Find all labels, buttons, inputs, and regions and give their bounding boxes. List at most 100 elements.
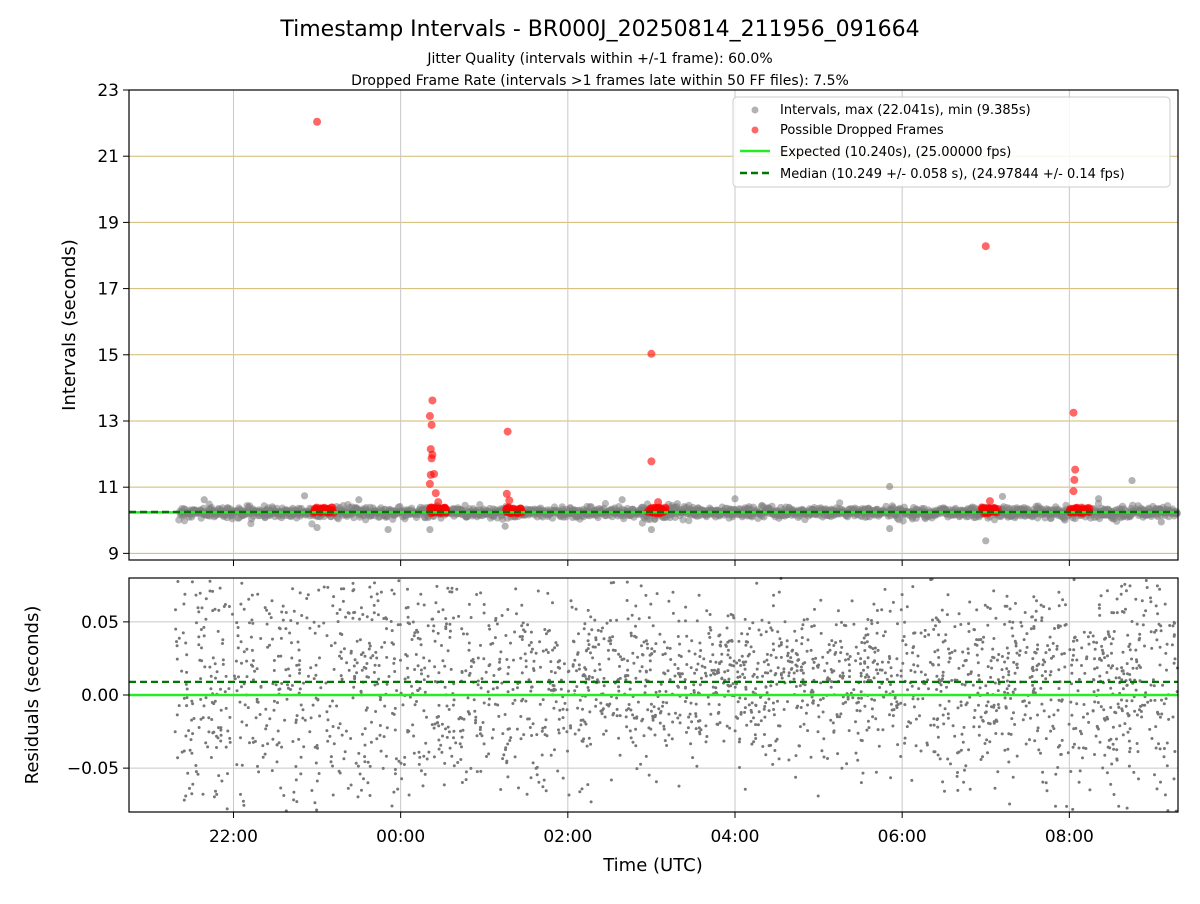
residual-point [271,738,274,741]
residual-point [927,687,930,690]
residual-point [826,662,829,665]
residual-point [626,659,629,662]
residual-point [643,641,646,644]
residual-point [1005,605,1008,608]
residual-point [780,641,783,644]
residual-point [894,697,897,700]
residual-point [629,729,632,732]
residual-point [679,675,682,678]
residual-point [612,649,615,652]
residual-point [841,672,844,675]
residual-point [464,669,467,672]
residual-point [584,668,587,671]
residual-point [517,786,520,789]
residual-point [526,623,529,626]
residual-point [572,640,575,643]
residual-point [909,669,912,672]
residual-point [437,724,440,727]
residual-point [1166,742,1169,745]
residual-point [543,779,546,782]
residual-point [903,621,906,624]
residual-point [795,754,798,757]
residual-point [626,599,629,602]
residual-point [1014,672,1017,675]
residual-point [422,656,425,659]
residual-point [264,727,267,730]
residual-point [672,612,675,615]
residual-point [513,631,516,634]
residual-point [748,627,751,630]
residual-point [1138,664,1141,667]
residual-point [570,599,573,602]
residual-point [225,707,228,710]
residual-point [532,667,535,670]
residual-point [979,686,982,689]
residual-point [646,708,649,711]
residual-point [344,750,347,753]
residual-point [912,663,915,666]
residual-point [498,661,501,664]
residual-point [1112,726,1115,729]
residual-point [394,729,397,732]
residual-point [771,763,774,766]
residual-point [407,606,410,609]
residual-point [997,678,1000,681]
residual-point [562,708,565,711]
residual-point [186,772,189,775]
residual-point [377,678,380,681]
residual-point [393,592,396,595]
residual-point [247,598,250,601]
residual-point [1113,630,1116,633]
residual-point [800,666,803,669]
residual-point [528,644,531,647]
residual-point [839,674,842,677]
residual-point [1056,766,1059,769]
residual-point [962,741,965,744]
residual-point [279,655,282,658]
residual-point [705,675,708,678]
legend-intervals-marker [752,107,759,114]
intervals-y-axis-label: Intervals (seconds) [59,239,80,411]
residual-point [209,590,212,593]
residual-point [452,617,455,620]
residual-point [796,669,799,672]
residual-point [233,675,236,678]
residual-point [1163,755,1166,758]
residual-point [641,653,644,656]
residual-point [763,705,766,708]
residual-point [659,722,662,725]
residual-point [377,599,380,602]
residual-point [292,791,295,794]
residual-point [412,621,415,624]
residual-point [673,663,676,666]
residual-point [506,672,509,675]
residual-point [654,714,657,717]
residual-point [538,640,541,643]
residual-point [674,712,677,715]
residual-point [856,759,859,762]
intervals-y-tick-label: 9 [108,544,119,564]
residual-point [857,697,860,700]
residual-point [873,676,876,679]
residual-point [565,730,568,733]
residual-point [251,594,254,597]
residual-point [1107,630,1110,633]
residual-point [678,654,681,657]
residual-point [738,738,741,741]
residual-point [520,604,523,607]
residual-point [793,678,796,681]
residual-point [574,733,577,736]
residual-point [183,799,186,802]
residual-point [226,730,229,733]
residual-point [212,656,215,659]
residual-point [1073,743,1076,746]
residual-point [924,673,927,676]
residual-point [1120,666,1123,669]
residual-point [383,705,386,708]
residual-point [936,726,939,729]
residual-point [1025,632,1028,635]
residual-point [635,636,638,639]
residual-point [798,744,801,747]
residual-point [520,737,523,740]
residual-point [946,758,949,761]
